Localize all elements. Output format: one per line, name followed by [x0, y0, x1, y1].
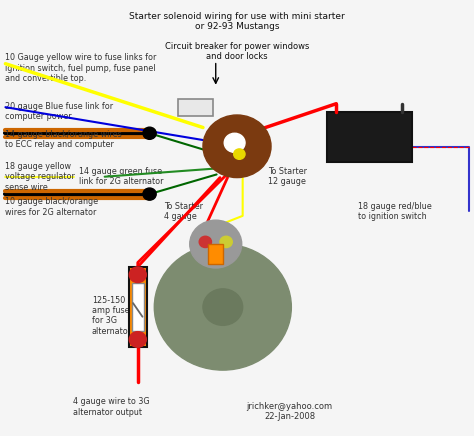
Text: 14 gauge black/orange wires
to ECC relay and computer: 14 gauge black/orange wires to ECC relay… [5, 130, 122, 150]
Bar [132, 283, 144, 331]
Circle shape [190, 220, 242, 268]
Circle shape [155, 244, 292, 370]
Text: 20 gauge Blue fuse link for
computer power: 20 gauge Blue fuse link for computer pow… [5, 102, 114, 121]
Text: 4 gauge wire to 3G
alternator output: 4 gauge wire to 3G alternator output [73, 397, 150, 417]
Text: 18 gauge yellow
voltage regulator
sense wire: 18 gauge yellow voltage regulator sense … [5, 162, 75, 191]
Text: To Starter
12 gauge: To Starter 12 gauge [268, 167, 307, 187]
Text: 125-150
amp fuse
for 3G
alternator: 125-150 amp fuse for 3G alternator [91, 296, 132, 336]
Text: 18 gauge red/blue
to ignition switch: 18 gauge red/blue to ignition switch [357, 202, 431, 221]
Text: To Starter
4 gauge: To Starter 4 gauge [164, 202, 203, 221]
Bar [129, 267, 147, 347]
Circle shape [143, 127, 156, 140]
Circle shape [203, 115, 271, 177]
Circle shape [129, 267, 146, 283]
Circle shape [220, 236, 232, 248]
Text: Starter solenoid wiring for use with mini starter
or 92-93 Mustangs: Starter solenoid wiring for use with min… [129, 12, 345, 31]
Text: Circuit breaker for power windows
and door locks: Circuit breaker for power windows and do… [165, 42, 309, 61]
Circle shape [129, 332, 146, 347]
Bar [208, 244, 223, 264]
Circle shape [224, 133, 245, 152]
Text: Battery: Battery [350, 133, 389, 143]
Text: 10 Gauge yellow wire to fuse links for
ignition switch, fuel pump, fuse panel
an: 10 Gauge yellow wire to fuse links for i… [5, 53, 157, 83]
Text: 14 gauge green fuse
link for 2G alternator: 14 gauge green fuse link for 2G alternat… [79, 167, 163, 187]
Circle shape [199, 236, 211, 248]
Text: Mini starter: Mini starter [197, 313, 249, 323]
Bar [327, 112, 412, 161]
Circle shape [203, 289, 243, 325]
Bar [178, 99, 213, 116]
Circle shape [234, 149, 245, 159]
Text: jrichker@yahoo.com
22-Jan-2008: jrichker@yahoo.com 22-Jan-2008 [246, 402, 333, 421]
Text: 10 gauge black/orange
wires for 2G alternator: 10 gauge black/orange wires for 2G alter… [5, 198, 99, 217]
Circle shape [143, 188, 156, 200]
